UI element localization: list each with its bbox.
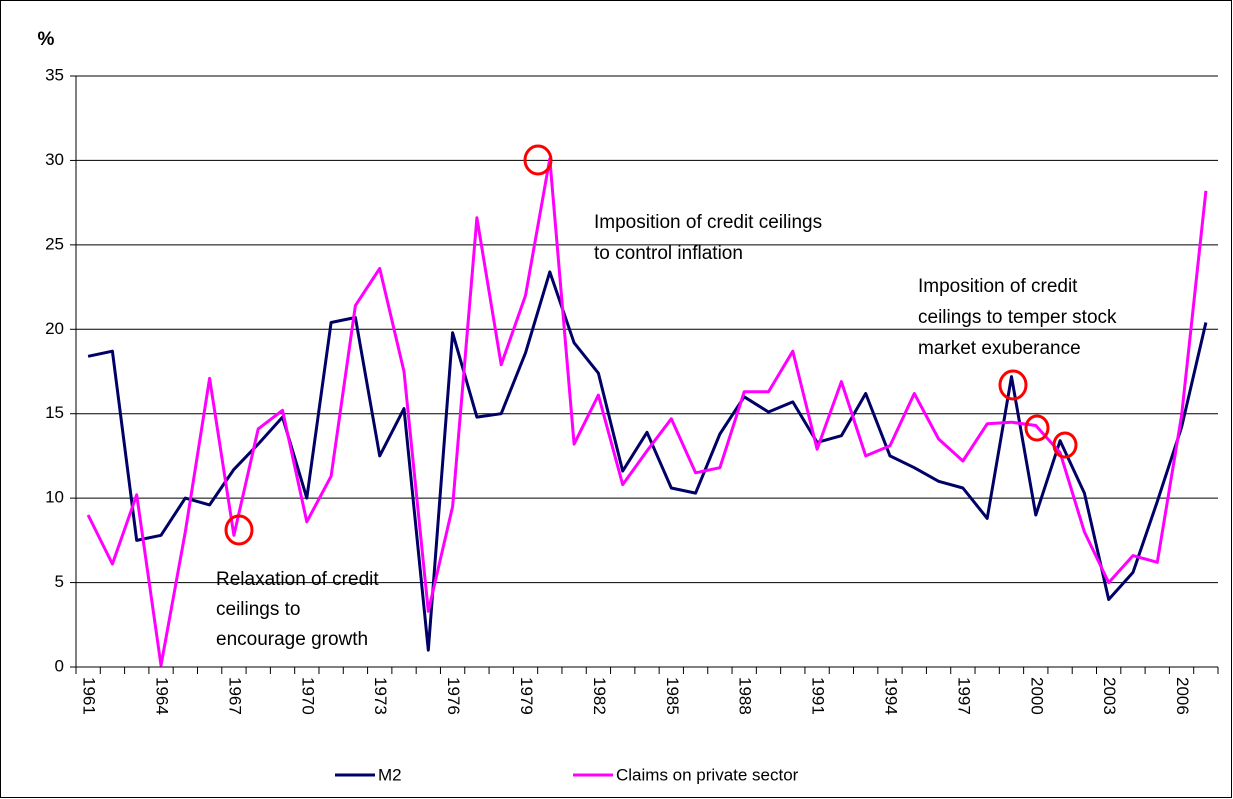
x-tick-label: 1973 [371, 677, 390, 715]
x-tick-label: 1967 [225, 677, 244, 715]
x-tick-label: 1988 [736, 677, 755, 715]
highlight-circle [1024, 414, 1050, 442]
annotation-line: to control inflation [594, 243, 743, 264]
x-tick-label: 1997 [954, 677, 973, 715]
legend-label: M2 [378, 765, 402, 784]
x-tick-label: 1985 [663, 677, 682, 715]
legend-label: Claims on private sector [616, 765, 799, 784]
highlight-circles [224, 144, 1078, 546]
y-tick-label: 30 [45, 150, 64, 169]
annotation-line: ceilings to [216, 599, 301, 620]
y-axis-label: % [38, 29, 55, 50]
x-tick-label: 1970 [298, 677, 317, 715]
x-tick-label: 2006 [1173, 677, 1192, 715]
x-tick-label: 1982 [590, 677, 609, 715]
highlight-circle [224, 514, 254, 546]
highlight-circle [1052, 431, 1078, 459]
y-tick-label: 10 [45, 488, 64, 507]
x-tick-label: 1994 [881, 677, 900, 715]
series-line [86, 157, 1208, 667]
x-tick-label: 2003 [1100, 677, 1119, 715]
highlight-circle [523, 144, 553, 176]
plot-area: 0 5 10 15 20 25 30 35 1961 1964 1967 1970 1973 1976 19… [45, 65, 1219, 715]
x-tick-label: 1991 [809, 677, 828, 715]
y-tick-label: 0 [55, 656, 64, 675]
y-tick-label: 20 [45, 319, 64, 338]
annotation-line: ceilings to temper stock [918, 307, 1117, 328]
annotation-line: market exuberance [918, 338, 1081, 359]
annotation-line: Imposition of credit ceilings [594, 212, 822, 233]
y-tick-label: 35 [45, 65, 64, 84]
annotation-line: Relaxation of credit [216, 569, 379, 590]
x-tick-label: 1961 [80, 677, 99, 715]
x-tick-label: 1976 [444, 677, 463, 715]
x-tick-label: 1979 [517, 677, 536, 715]
annotation-line: Imposition of credit [918, 276, 1078, 297]
x-tick-label: 1964 [153, 677, 172, 715]
x-tick-label: 2000 [1027, 677, 1046, 715]
annotation-line: encourage growth [216, 629, 368, 650]
y-tick-label: 25 [45, 234, 64, 253]
highlight-circle [998, 369, 1028, 401]
y-tick-label: 5 [55, 572, 64, 591]
y-tick-label: 15 [45, 403, 64, 422]
